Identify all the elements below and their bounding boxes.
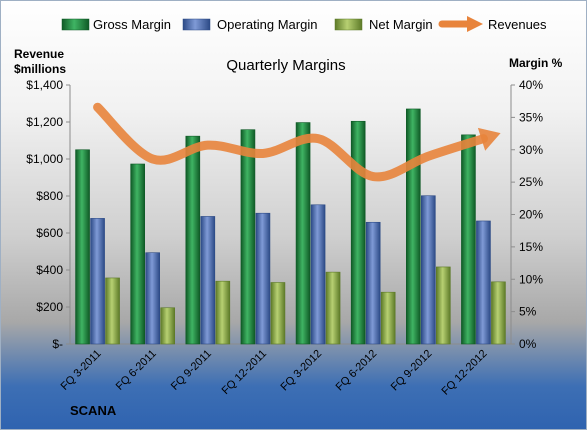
left-axis-title-line1: Revenue: [14, 47, 64, 61]
bar-net-margin: [270, 282, 286, 345]
bar-operating-margin: [255, 212, 271, 345]
right-tick-label: 35%: [519, 110, 543, 124]
bar-operating-margin: [365, 221, 381, 345]
bar-gross-margin: [406, 108, 421, 345]
bar-net-margin: [325, 271, 341, 345]
left-tick-label: $600: [36, 226, 63, 240]
bar-gross-margin: [240, 129, 256, 345]
right-tick-label: 0%: [519, 337, 537, 351]
chart-title: Quarterly Margins: [226, 57, 345, 74]
legend: Gross Margin Operating Margin Net Margin…: [61, 16, 547, 32]
legend-label-net: Net Margin: [369, 17, 433, 32]
bar-operating-margin: [421, 195, 436, 345]
category-labels: FQ 3-2011 FQ 6-2011 FQ 9-2011 FQ 12-2011 FQ …: [59, 348, 490, 398]
category-label: FQ 3-2011: [59, 348, 104, 393]
left-tick-label: $800: [36, 189, 63, 203]
revenue-line: [93, 102, 488, 182]
bar-net-margin: [436, 266, 451, 345]
legend-swatch-net: [334, 18, 363, 31]
bar-gross-margin: [75, 149, 90, 345]
legend-label-gross: Gross Margin: [93, 17, 171, 32]
category-label: FQ 12-2011: [220, 348, 269, 397]
legend-swatch-operating: [182, 18, 211, 31]
bar-net-margin: [215, 280, 231, 345]
bar-net-margin: [491, 281, 506, 345]
right-tick-label: 5%: [519, 305, 537, 319]
bar-net-margin: [380, 291, 396, 345]
left-tick-label: $-: [52, 337, 63, 351]
left-tick-label: $1,400: [26, 78, 63, 92]
left-axis-ticks: $- $200 $400 $600 $800 $1,000 $1,200 $1,400: [26, 78, 70, 351]
bar-operating-margin: [90, 218, 105, 345]
bar-operating-margin: [200, 216, 216, 345]
left-tick-label: $400: [36, 263, 63, 277]
category-label: FQ 3-2012: [279, 348, 325, 394]
left-tick-label: $200: [36, 300, 63, 314]
legend-arrowhead-revenues: [467, 16, 483, 32]
category-label: FQ 9-2011: [169, 348, 214, 393]
bar-operating-margin: [476, 220, 491, 345]
right-axis-title: Margin %: [509, 56, 563, 70]
legend-swatch-gross: [61, 18, 90, 31]
bar-gross-margin: [295, 122, 311, 345]
right-tick-label: 30%: [519, 143, 543, 157]
category-label: FQ 9-2012: [389, 348, 435, 394]
revenue-line-layer: [93, 102, 501, 182]
left-tick-label: $1,000: [26, 152, 63, 166]
legend-label-operating: Operating Margin: [217, 17, 317, 32]
right-tick-label: 40%: [519, 78, 543, 92]
right-tick-label: 10%: [519, 272, 543, 286]
left-tick-label: $1,200: [26, 115, 63, 129]
bar-gross-margin: [185, 135, 201, 345]
bar-net-margin: [160, 307, 175, 345]
bar-gross-margin: [461, 134, 476, 345]
right-tick-label: 20%: [519, 208, 543, 222]
right-tick-label: 25%: [519, 175, 543, 189]
bar-operating-margin: [145, 252, 160, 345]
revenue-arrowhead: [477, 127, 501, 151]
right-tick-label: 15%: [519, 240, 543, 254]
category-label: FQ 6-2012: [334, 348, 380, 394]
right-axis-ticks: 0% 5% 10% 15% 20% 25% 30% 35% 40%: [511, 78, 543, 351]
company-label: SCANA: [70, 403, 117, 418]
bar-gross-margin: [350, 120, 366, 345]
left-axis-title-line2: $millions: [14, 62, 66, 76]
bar-net-margin: [105, 277, 120, 345]
category-label: FQ 6-2011: [114, 348, 159, 393]
legend-label-revenues: Revenues: [488, 17, 547, 32]
category-label: FQ 12-2012: [440, 348, 490, 398]
bar-operating-margin: [310, 204, 326, 345]
bar-gross-margin: [130, 163, 145, 345]
bars: [75, 108, 506, 345]
